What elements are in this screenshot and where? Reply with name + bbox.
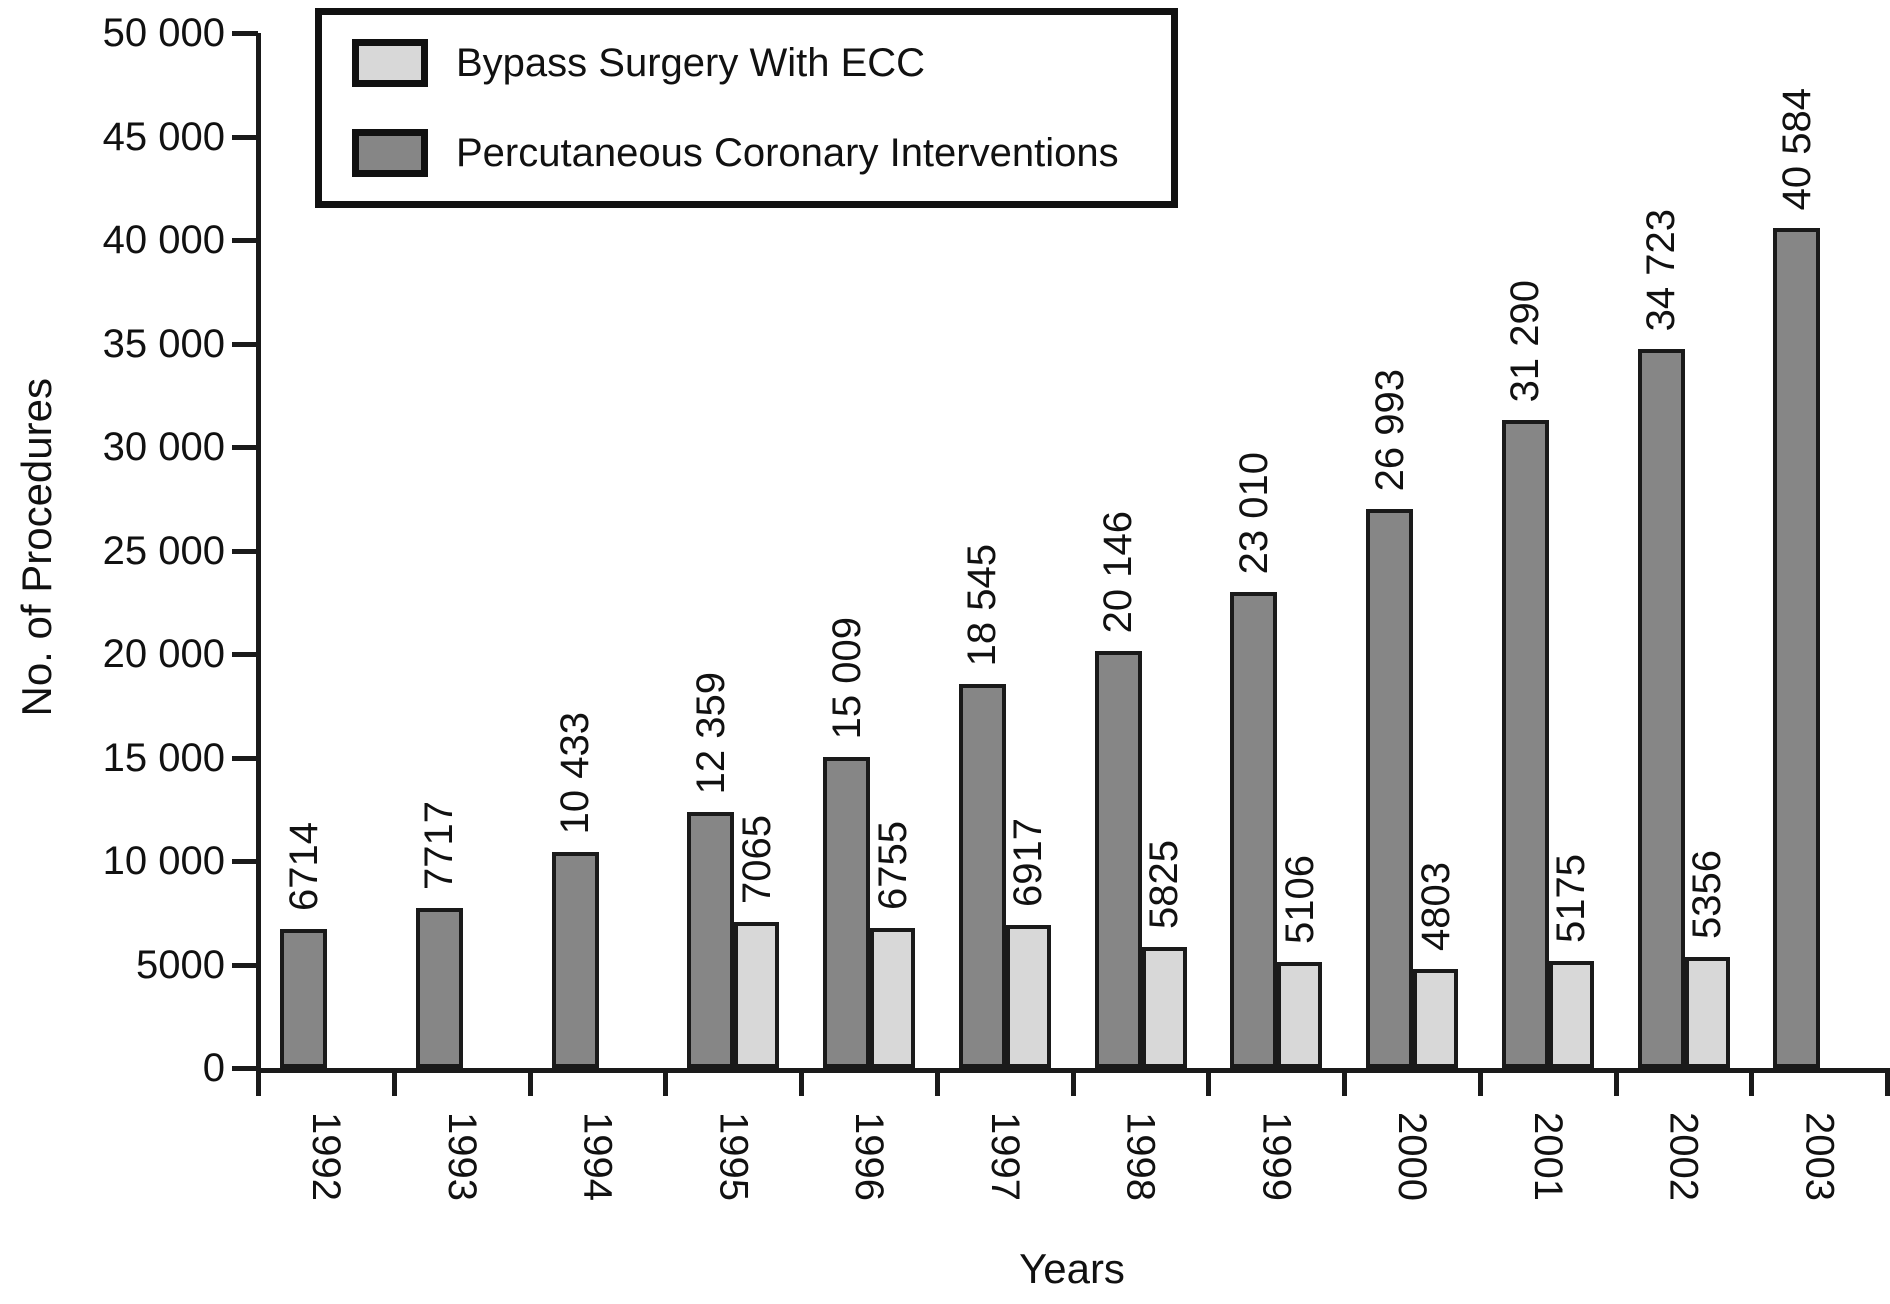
x-tick-label-1992: 1992: [304, 1112, 348, 1201]
x-tick: [1206, 1068, 1212, 1096]
y-tick: [232, 134, 258, 140]
x-tick-label-1996: 1996: [847, 1112, 891, 1201]
bar-value-label-pci: 18 545: [960, 543, 1005, 666]
bar-value-label-pci: 34 723: [1639, 208, 1683, 331]
y-tick-label: 15 000: [102, 735, 225, 780]
bar-value-label-bypass: 5175: [1549, 854, 1594, 943]
bar-pci-2003: [1773, 228, 1821, 1068]
x-tick-label-1997: 1997: [982, 1112, 1027, 1201]
x-tick-label-1999: 1999: [1254, 1112, 1299, 1201]
bar-bypass-1998: [1141, 947, 1187, 1068]
bar-value-label-bypass: 6917: [1006, 818, 1051, 907]
bar-value-label-pci: 12 359: [688, 671, 733, 794]
bar-value-label-pci: 7717: [417, 801, 462, 890]
bar-value-label-bypass: 4803: [1413, 862, 1458, 951]
x-tick: [1885, 1068, 1890, 1096]
bar-pci-2002: [1637, 349, 1685, 1068]
bar-bypass-2001: [1548, 961, 1594, 1068]
x-tick: [1749, 1068, 1755, 1096]
y-tick-label: 25 000: [102, 528, 225, 573]
bar-value-label-pci: 26 993: [1367, 368, 1412, 491]
bar-pci-1996: [823, 757, 870, 1068]
bar-pci-2001: [1501, 420, 1549, 1068]
x-axis-title: Years: [1019, 1245, 1125, 1292]
x-tick: [391, 1068, 397, 1096]
y-tick-label: 50 000: [102, 11, 225, 55]
bar-pci-2000: [1366, 509, 1413, 1068]
x-tick-label-1993: 1993: [439, 1112, 484, 1201]
y-axis-title: No. of Procedures: [13, 378, 60, 717]
x-tick: [1070, 1068, 1076, 1096]
y-tick: [232, 238, 258, 243]
bar-pci-1995: [687, 812, 735, 1068]
bar-pci-1992: [280, 929, 327, 1068]
x-tick-label-1998: 1998: [1118, 1112, 1163, 1201]
bar-pci-1998: [1094, 651, 1142, 1068]
x-tick-label-2001: 2001: [1525, 1112, 1570, 1201]
bar-value-label-bypass: 6755: [870, 821, 915, 910]
x-tick-label-1995: 1995: [711, 1112, 756, 1201]
y-tick: [232, 755, 258, 761]
y-tick: [232, 548, 258, 554]
y-tick: [232, 652, 258, 657]
y-tick-label: 20 000: [102, 632, 225, 676]
x-tick-label-2000: 2000: [1390, 1112, 1434, 1201]
y-tick-label: 40 000: [102, 218, 225, 262]
bar-pci-1997: [958, 684, 1006, 1068]
bar-value-label-bypass: 5825: [1142, 840, 1186, 929]
bar-pci-1994: [551, 852, 599, 1068]
bar-pci-1993: [415, 908, 463, 1068]
legend-label-bypass: Bypass Surgery With ECC: [456, 41, 926, 85]
y-tick-label: 0: [202, 1046, 225, 1090]
bar-bypass-1996: [870, 928, 915, 1068]
bar-value-label-bypass: 5106: [1277, 855, 1322, 944]
x-tick: [1477, 1068, 1483, 1096]
bar-value-label-bypass: 7065: [734, 815, 779, 904]
x-tick: [663, 1068, 669, 1096]
bar-value-label-bypass: 5356: [1685, 850, 1729, 939]
bar-value-label-pci: 20 146: [1096, 510, 1140, 633]
y-axis-line: [256, 33, 261, 1096]
y-tick-label: 30 000: [102, 425, 225, 469]
bar-value-label-pci: 31 290: [1503, 279, 1548, 402]
x-tick-label-2003: 2003: [1797, 1112, 1842, 1201]
bar-value-label-pci: 40 584: [1774, 87, 1819, 210]
x-tick: [934, 1068, 940, 1096]
legend-swatch-bypass: [352, 39, 428, 87]
x-tick: [1342, 1068, 1347, 1096]
bar-bypass-2000: [1413, 969, 1458, 1068]
legend-item-pci: Percutaneous Coronary Interventions: [352, 129, 1171, 177]
x-tick-label-1994: 1994: [575, 1112, 620, 1201]
x-tick-label-2002: 2002: [1661, 1112, 1706, 1201]
x-tick: [799, 1068, 804, 1096]
y-tick-label: 35 000: [102, 321, 225, 366]
bar-bypass-2002: [1684, 957, 1730, 1068]
x-tick: [1613, 1068, 1619, 1096]
y-tick-label: 5000: [136, 942, 225, 987]
bar-bypass-1999: [1277, 962, 1323, 1068]
x-tick: [527, 1068, 533, 1096]
y-tick: [232, 859, 258, 864]
bar-value-label-pci: 15 009: [824, 616, 869, 739]
bar-value-label-pci: 10 433: [553, 711, 597, 834]
y-tick: [232, 341, 258, 347]
y-tick: [232, 31, 258, 36]
y-tick-label: 10 000: [102, 839, 225, 883]
legend: Bypass Surgery With ECC Percutaneous Cor…: [315, 8, 1178, 208]
bar-bypass-1995: [734, 922, 780, 1068]
legend-label-pci: Percutaneous Coronary Interventions: [456, 131, 1119, 175]
bar-bypass-1997: [1005, 925, 1051, 1068]
bar-pci-1999: [1230, 592, 1278, 1068]
legend-swatch-pci: [352, 129, 428, 177]
y-tick: [232, 1066, 258, 1071]
bar-value-label-pci: 6714: [281, 822, 326, 911]
y-tick: [232, 962, 258, 968]
y-tick: [232, 445, 258, 450]
bar-value-label-pci: 23 010: [1231, 451, 1276, 574]
legend-item-bypass: Bypass Surgery With ECC: [352, 39, 1171, 87]
y-tick-label: 45 000: [102, 114, 225, 159]
